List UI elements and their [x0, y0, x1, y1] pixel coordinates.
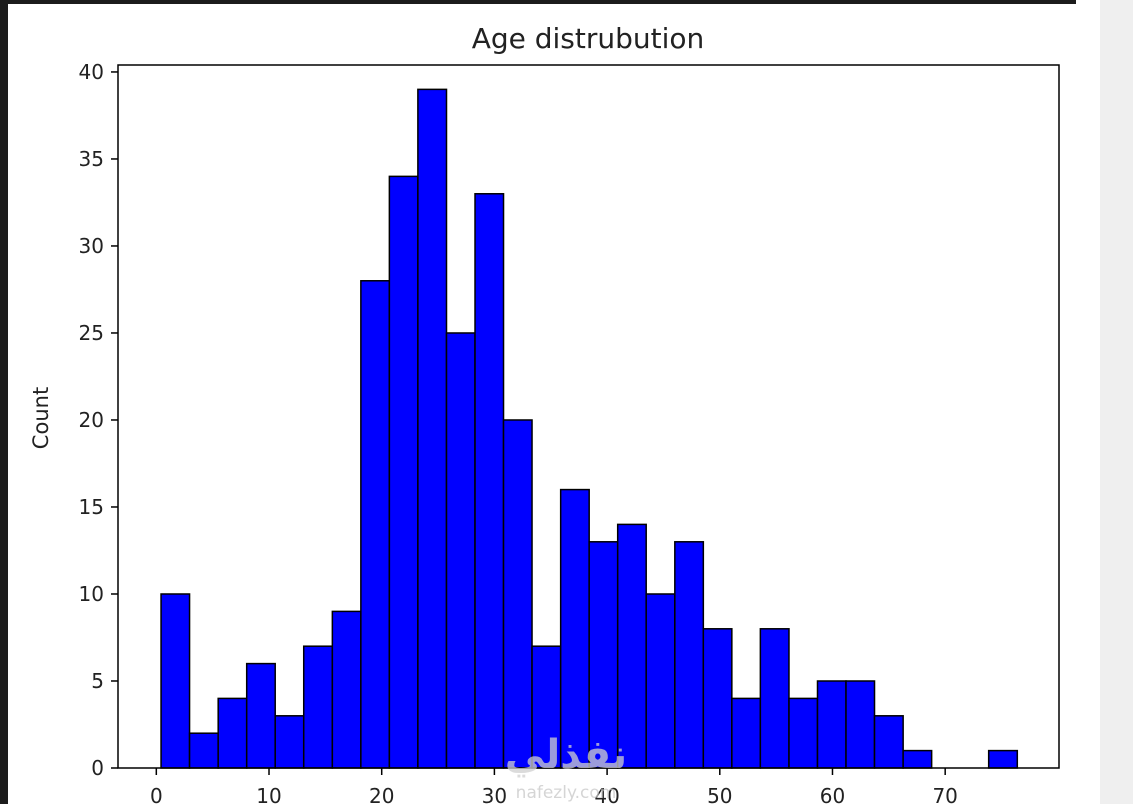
histogram-bar [188, 732, 219, 769]
histogram-chart: Age distrubution Count 0510152025303540 … [29, 22, 1060, 804]
histogram-bar [474, 193, 505, 769]
histogram-bar [388, 175, 419, 769]
histogram-bar [816, 680, 847, 769]
right-margin [1076, 0, 1100, 804]
plot-frame [117, 64, 1060, 769]
histogram-bar [274, 715, 305, 769]
bars-group [160, 88, 1019, 769]
watermark: نفذلي nafezly.com [505, 732, 627, 803]
y-tick-label: 10 [79, 582, 104, 606]
chart-title: Age distrubution [472, 22, 705, 55]
histogram-bar [302, 645, 334, 769]
histogram-bar [731, 697, 762, 769]
y-tick-label: 25 [79, 321, 104, 345]
histogram-bar [987, 749, 1019, 769]
window-left-border [0, 0, 8, 804]
y-tick-label: 40 [79, 60, 104, 84]
histogram-bar [417, 88, 448, 769]
histogram-bar [845, 680, 876, 769]
x-tick-label: 70 [932, 784, 957, 804]
histogram-bar [331, 610, 362, 769]
histogram-bar [531, 645, 562, 769]
watermark-latin: nafezly.com [516, 783, 617, 803]
histogram-bar [588, 541, 619, 769]
watermark-arabic: نفذلي [505, 732, 627, 778]
y-tick-label: 30 [79, 234, 104, 258]
histogram-bar [788, 697, 819, 769]
x-tick-label: 40 [594, 784, 619, 804]
y-axis-label: Count [29, 387, 53, 449]
histogram-bar [902, 749, 933, 769]
histogram-bar [559, 488, 590, 769]
histogram-bar [160, 593, 191, 769]
y-tick-label: 20 [79, 408, 104, 432]
x-tick-label: 60 [820, 784, 845, 804]
histogram-bar [645, 593, 676, 769]
x-tick-label: 50 [707, 784, 732, 804]
histogram-bar [245, 662, 276, 769]
histogram-bar [445, 332, 476, 769]
y-tick-label: 5 [91, 669, 104, 693]
x-tick-label: 30 [482, 784, 507, 804]
histogram-bar [873, 715, 904, 769]
histogram-bar [702, 628, 733, 769]
histogram-bar [360, 280, 391, 769]
y-tick-label: 0 [91, 756, 104, 780]
histogram-bar [674, 541, 705, 769]
x-tick-label: 20 [369, 784, 394, 804]
x-tick-label: 10 [256, 784, 281, 804]
x-tick-label: 0 [150, 784, 163, 804]
histogram-bar [759, 628, 790, 769]
histogram-bar [217, 697, 248, 769]
histogram-bar [502, 419, 533, 769]
y-tick-label: 15 [79, 495, 104, 519]
y-axis-ticks: 0 5 10 15 20 25 30 35 40 [79, 60, 118, 780]
window-top-border [0, 0, 1076, 4]
y-tick-label: 35 [79, 147, 104, 171]
x-axis-ticks: 0 10 20 30 40 50 60 70 [150, 768, 958, 804]
